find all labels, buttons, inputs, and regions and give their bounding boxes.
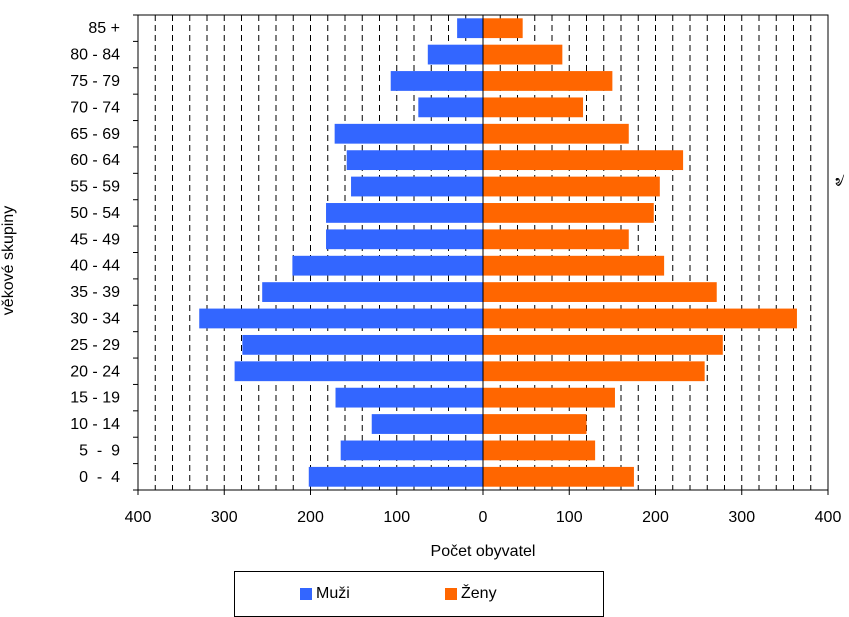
legend-item-female: Ženy <box>445 585 497 603</box>
legend-label-female: Ženy <box>461 585 497 602</box>
bar-male <box>390 71 483 91</box>
bar-female <box>483 97 584 118</box>
bar-female <box>483 229 629 250</box>
category-label: 80 - 84 <box>70 47 120 64</box>
category-labels: 85 + 80 - 84 75 - 79 70 - 74 65 - 69 60 - 64 5… <box>70 20 120 486</box>
bar-male <box>292 255 483 276</box>
x-tick-label: 0 <box>479 509 488 526</box>
grid-lines <box>154 15 812 490</box>
category-label: 25 - 29 <box>70 337 120 354</box>
bar-female <box>483 71 613 91</box>
bar-female <box>483 414 587 434</box>
bar-female <box>483 361 705 382</box>
bar-male <box>457 18 483 39</box>
bar-male <box>340 440 483 461</box>
bar-male <box>335 387 483 408</box>
bar-female <box>483 387 615 408</box>
bars <box>199 18 797 487</box>
legend-swatch-female <box>445 588 457 600</box>
bar-female <box>483 123 629 144</box>
bar-male <box>334 123 483 144</box>
category-label: 85 + <box>88 20 120 37</box>
category-label: 15 - 19 <box>70 390 120 407</box>
x-tick-label: 400 <box>815 509 842 526</box>
y-axis-title: věkové skupiny <box>0 206 17 315</box>
bar-male <box>262 282 483 302</box>
category-label: 65 - 69 <box>70 126 120 143</box>
bar-female <box>483 18 523 39</box>
category-label: 70 - 74 <box>70 99 120 116</box>
legend-item-male: Muži <box>300 585 350 603</box>
bar-male <box>351 176 483 197</box>
bar-female <box>483 282 717 302</box>
category-label: 10 - 14 <box>70 416 120 433</box>
x-tick-label: 400 <box>125 509 152 526</box>
bar-male <box>326 229 483 250</box>
category-label: 45 - 49 <box>70 231 120 248</box>
bar-male <box>371 414 483 434</box>
x-tick-labels: 400 300 200 100 0 100 200 300 400 <box>125 509 842 526</box>
bar-male <box>242 334 483 355</box>
category-label: 35 - 39 <box>70 284 120 301</box>
category-label: 20 - 24 <box>70 363 120 380</box>
x-tick-label: 100 <box>556 509 583 526</box>
x-axis-title: Počet obyvatel <box>431 543 536 560</box>
category-label: 75 - 79 <box>70 73 120 90</box>
bar-female <box>483 308 797 329</box>
category-label: 50 - 54 <box>70 205 120 222</box>
bar-female <box>483 44 563 65</box>
legend: Muži Ženy <box>234 571 604 617</box>
x-tick-label: 300 <box>211 509 238 526</box>
bar-male <box>199 308 484 329</box>
bar-male <box>308 466 483 487</box>
category-label: 5 - 9 <box>79 442 120 459</box>
bar-male <box>326 203 483 223</box>
legend-label-male: Muži <box>316 585 350 602</box>
category-label: 30 - 34 <box>70 310 120 327</box>
x-tick-label: 200 <box>642 509 669 526</box>
x-tick-label: 200 <box>297 509 324 526</box>
bar-female <box>483 334 723 355</box>
axes <box>133 14 829 495</box>
bar-male <box>346 150 483 171</box>
bar-male <box>427 44 483 65</box>
x-tick-label: 300 <box>728 509 755 526</box>
x-tick-label: 100 <box>383 509 410 526</box>
bar-female <box>483 150 684 171</box>
bar-female <box>483 440 596 461</box>
legend-swatch-male <box>300 588 312 600</box>
bar-male <box>418 97 483 118</box>
edge-glyph: ৶ <box>835 170 845 191</box>
bar-female <box>483 466 634 487</box>
category-label: 0 - 4 <box>79 469 120 486</box>
bar-female <box>483 176 660 197</box>
bar-male <box>234 361 483 382</box>
bar-female <box>483 255 665 276</box>
category-label: 60 - 64 <box>70 152 120 169</box>
bar-female <box>483 203 654 223</box>
category-label: 55 - 59 <box>70 179 120 196</box>
category-label: 40 - 44 <box>70 258 120 275</box>
